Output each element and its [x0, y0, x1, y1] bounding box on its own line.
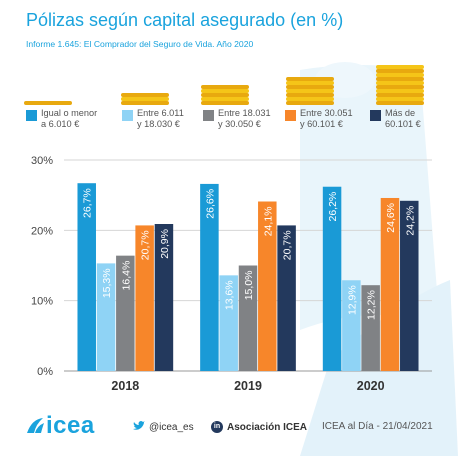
coin-icon: [376, 73, 424, 77]
data-label: 16,4%: [120, 261, 132, 291]
coin-icon: [286, 93, 334, 97]
coin-icon: [24, 101, 72, 105]
legend-label: y 60.101 €: [300, 119, 343, 129]
coin-icon: [121, 97, 169, 101]
coin-icon: [286, 81, 334, 85]
legend-swatch: [203, 110, 214, 121]
legend-swatch: [370, 110, 381, 121]
data-label: 24,2%: [404, 206, 416, 236]
coin-icon: [376, 81, 424, 85]
bar: [361, 285, 380, 371]
coin-icon: [286, 77, 334, 81]
coin-icon: [201, 101, 249, 105]
bar: [380, 197, 400, 371]
data-label: 15,0%: [243, 271, 255, 301]
bar: [200, 183, 219, 371]
coin-icon: [286, 97, 334, 101]
coin-stacks-illustration: [24, 65, 424, 105]
coin-icon: [286, 101, 334, 105]
icea-logo-icon: [27, 418, 44, 433]
linkedin-icon: in: [211, 421, 223, 433]
bar: [135, 225, 154, 371]
bar: [258, 201, 277, 371]
legend-item-2: Entre 6.011 y 18.030 €: [122, 108, 197, 130]
coin-icon: [376, 89, 424, 93]
x-tick-label: 2020: [357, 379, 385, 393]
legend-item-4: Entre 30.051 y 60.101 €: [285, 108, 360, 130]
legend-item-1: Igual o menor a 6.010 €: [26, 108, 101, 130]
x-tick-label: 2018: [111, 379, 139, 393]
coin-icon: [286, 85, 334, 89]
legend-swatch: [26, 110, 37, 121]
data-label: 24,1%: [262, 206, 274, 236]
data-label: 24,6%: [385, 203, 397, 233]
logo-text: icea: [46, 412, 95, 439]
data-label: 20,7%: [140, 230, 152, 260]
y-tick-label: 10%: [31, 296, 53, 308]
coin-icon: [376, 93, 424, 97]
coin-icon: [286, 89, 334, 93]
coin-icon: [201, 85, 249, 89]
legend-label: Entre 30.051: [300, 108, 353, 118]
data-label: 12,9%: [346, 285, 358, 315]
chart-title: Pólizas según capital asegurado (en %): [26, 10, 344, 30]
coin-icon: [121, 101, 169, 105]
chart-subtitle: Informe 1.645: El Comprador del Seguro d…: [26, 39, 254, 49]
data-label: 26,6%: [204, 189, 216, 219]
bar: [77, 183, 96, 371]
y-tick-label: 30%: [31, 155, 53, 167]
coin-icon: [121, 93, 169, 97]
legend-label: Entre 6.011: [137, 108, 184, 118]
legend-swatch: [285, 110, 296, 121]
coin-icon: [376, 85, 424, 89]
bar: [342, 280, 361, 371]
icea-logo: icea: [24, 412, 95, 440]
bar: [219, 275, 238, 371]
data-label: 26,7%: [82, 188, 94, 218]
coin-icon: [376, 77, 424, 81]
legend-swatch: [122, 110, 133, 121]
coin-icon: [201, 93, 249, 97]
twitter-label: @icea_es: [149, 422, 194, 433]
coin-icon: [376, 101, 424, 105]
legend-label: a 6.010 €: [41, 119, 80, 129]
twitter-icon: [133, 421, 145, 434]
bar: [96, 263, 116, 371]
coin-icon: [376, 69, 424, 73]
source-note: ICEA al Día - 21/04/2021: [322, 421, 433, 432]
bar: [322, 186, 342, 371]
legend-label: Entre 18.031: [218, 108, 271, 118]
y-tick-label: 20%: [31, 225, 53, 237]
linkedin-label: Asociación ICEA: [227, 421, 308, 433]
coin-icon: [201, 89, 249, 93]
linkedin-link[interactable]: in Asociación ICEA: [211, 421, 307, 433]
data-label: 26,2%: [327, 192, 339, 222]
bar: [277, 225, 296, 371]
legend-label: y 30.050 €: [218, 119, 261, 129]
x-tick-label: 2019: [234, 379, 262, 393]
legend-label: y 18.030 €: [137, 119, 180, 129]
coin-icon: [376, 97, 424, 101]
legend-label: 60.101 €: [385, 119, 421, 129]
legend-label: Igual o menor: [41, 108, 98, 118]
coin-icon: [376, 65, 424, 69]
legend-item-5: Más de 60.101 €: [370, 108, 435, 130]
bar: [154, 224, 174, 371]
twitter-handle[interactable]: @icea_es: [133, 421, 194, 434]
bar: [238, 265, 258, 371]
legend-label: Más de: [385, 108, 416, 118]
data-label: 20,9%: [159, 229, 171, 259]
legend-item-3: Entre 18.031 y 30.050 €: [203, 108, 278, 130]
coin-icon: [201, 97, 249, 101]
data-label: 13,6%: [224, 280, 236, 310]
data-label: 12,2%: [366, 290, 378, 320]
y-tick-label: 0%: [37, 366, 53, 378]
data-label: 15,3%: [101, 268, 113, 298]
bar: [116, 255, 135, 371]
data-label: 20,7%: [282, 230, 294, 260]
bar: [400, 200, 419, 371]
